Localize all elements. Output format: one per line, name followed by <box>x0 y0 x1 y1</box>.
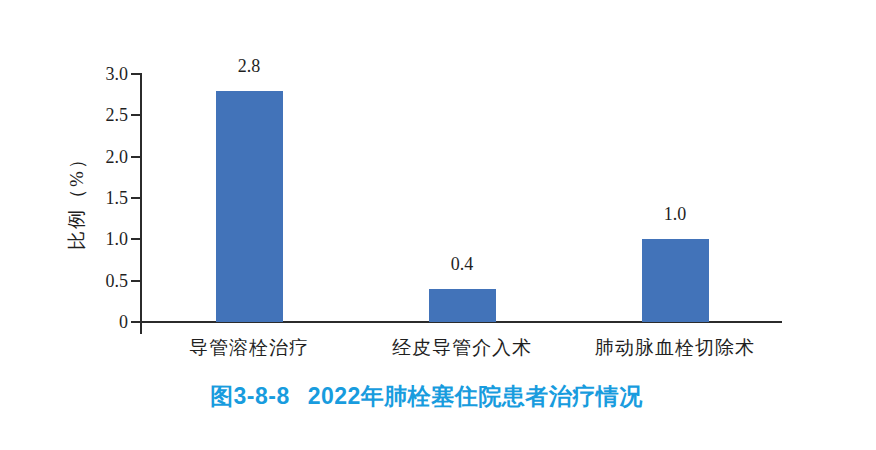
figure-3-8-8: 比例（%） 00.51.01.52.02.53.02.8导管溶栓治疗0.4经皮导… <box>0 0 876 450</box>
y-axis-tick-label: 1.0 <box>48 227 128 251</box>
y-axis-tick-label: 1.5 <box>48 186 128 210</box>
bar-value-label: 1.0 <box>635 203 715 225</box>
y-axis-tick <box>131 156 140 158</box>
y-axis-tick-label: 2.0 <box>48 145 128 169</box>
y-axis-tick-label: 3.0 <box>48 62 128 86</box>
y-axis-tick-label: 0 <box>48 310 128 334</box>
bar-value-label: 0.4 <box>422 253 502 275</box>
figure-caption: 图3-8-8 2022年肺栓塞住院患者治疗情况 <box>210 381 643 412</box>
y-axis-tick <box>131 321 140 323</box>
x-axis-category-label: 经皮导管介入术 <box>342 336 582 360</box>
bar-value-label: 2.8 <box>209 55 289 77</box>
bar <box>642 239 709 322</box>
y-axis-tick <box>131 197 140 199</box>
x-axis-category-label: 肺动脉血栓切除术 <box>555 336 795 360</box>
y-axis-tick <box>131 73 140 75</box>
y-axis-tick-label: 0.5 <box>48 269 128 293</box>
y-axis-tick <box>131 114 140 116</box>
bar <box>429 289 496 322</box>
x-axis-category-label: 导管溶栓治疗 <box>129 336 369 360</box>
y-axis-tick <box>131 238 140 240</box>
bar <box>216 91 283 322</box>
figure-caption-number: 图3-8-8 <box>210 383 290 409</box>
y-axis-tick <box>131 280 140 282</box>
figure-caption-title: 2022年肺栓塞住院患者治疗情况 <box>308 383 643 409</box>
y-axis-tick-label: 2.5 <box>48 103 128 127</box>
y-axis-line <box>140 73 142 334</box>
